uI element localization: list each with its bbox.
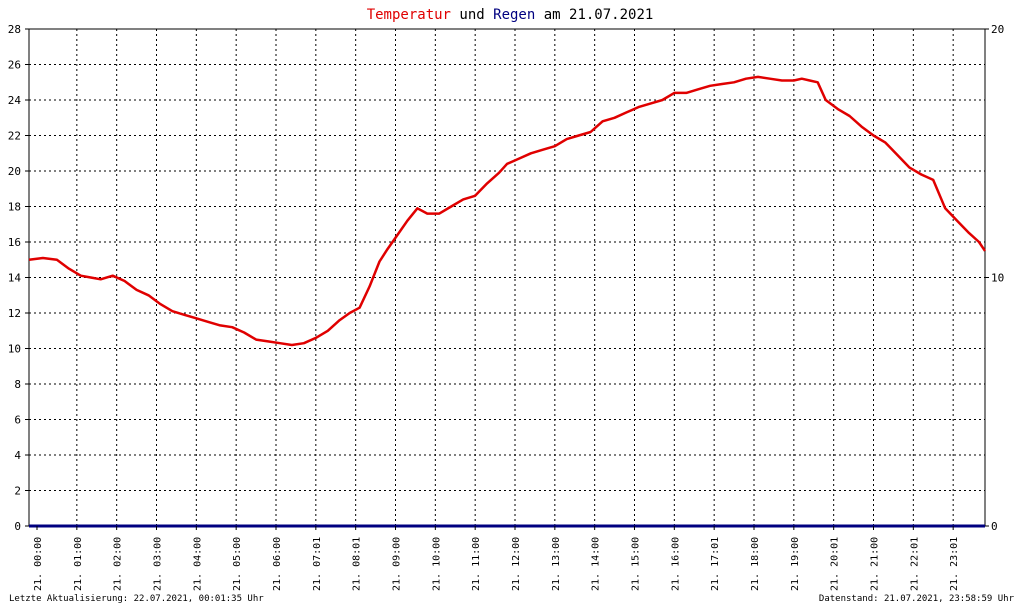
x-tick-label: 21. 16:00 xyxy=(670,537,681,591)
x-tick-label: 21. 19:00 xyxy=(790,537,801,591)
footer-data-status: Datenstand: 21.07.2021, 23:58:59 Uhr xyxy=(819,594,1015,604)
y-axis-right-ticks: 0 10 20 xyxy=(985,23,1004,533)
chart-title: Temperatur und Regen am 21.07.2021 xyxy=(367,7,654,23)
y-left-tick-label: 28 xyxy=(8,23,21,36)
title-temperature: Temperatur xyxy=(367,7,451,23)
footer-last-update: Letzte Aktualisierung: 22.07.2021, 00:01… xyxy=(9,594,264,604)
x-tick-label: 21. 06:00 xyxy=(272,537,283,591)
x-tick-label: 21. 02:00 xyxy=(113,537,124,591)
y-left-tick-label: 2 xyxy=(14,485,21,498)
x-tick-label: 21. 03:00 xyxy=(153,537,164,591)
y-left-tick-label: 24 xyxy=(8,94,22,107)
y-left-tick-label: 20 xyxy=(8,165,21,178)
title-rain: Regen xyxy=(493,7,535,23)
y-right-tick-label: 20 xyxy=(991,23,1004,36)
x-tick-label: 21. 04:00 xyxy=(192,537,203,591)
x-tick-label: 21. 13:00 xyxy=(551,537,562,591)
x-tick-label: 21. 00:00 xyxy=(33,537,44,591)
title-connector: und xyxy=(451,7,493,23)
y-left-tick-label: 0 xyxy=(14,520,21,533)
y-left-tick-label: 26 xyxy=(8,59,21,72)
title-date: am 21.07.2021 xyxy=(535,7,653,23)
x-tick-label: 21. 18:00 xyxy=(750,537,761,591)
x-tick-label: 21. 12:00 xyxy=(511,537,522,591)
x-tick-label: 21. 01:00 xyxy=(73,537,84,591)
data-series xyxy=(28,75,987,528)
x-axis-ticks: 21. 00:00 21. 01:00 21. 02:00 21. 03:00 21. … xyxy=(33,526,960,591)
x-tick-label: 21. 15:00 xyxy=(631,537,642,591)
temperature-series-line xyxy=(28,75,987,347)
x-tick-label: 21. 07:01 xyxy=(312,537,323,591)
x-tick-label: 21. 10:00 xyxy=(431,537,442,591)
y-left-tick-label: 22 xyxy=(8,130,21,143)
x-tick-label: 21. 14:00 xyxy=(591,537,602,591)
x-tick-label: 21. 23:01 xyxy=(949,537,960,591)
y-left-tick-label: 18 xyxy=(8,201,21,214)
y-left-tick-label: 10 xyxy=(8,343,21,356)
y-left-tick-label: 12 xyxy=(8,307,21,320)
y-right-tick-label: 0 xyxy=(991,520,998,533)
x-tick-label: 21. 20:01 xyxy=(830,537,841,591)
y-left-tick-label: 16 xyxy=(8,236,21,249)
x-tick-label: 21. 11:00 xyxy=(471,537,482,591)
y-left-tick-label: 6 xyxy=(14,414,21,427)
y-right-tick-label: 10 xyxy=(991,272,1004,285)
y-left-tick-label: 8 xyxy=(14,378,21,391)
x-tick-label: 21. 21:00 xyxy=(870,537,881,591)
y-left-tick-label: 14 xyxy=(8,272,22,285)
x-tick-label: 21. 08:01 xyxy=(352,537,363,591)
y-left-tick-label: 4 xyxy=(14,449,21,462)
x-tick-label: 21. 05:00 xyxy=(232,537,243,591)
x-tick-label: 21. 09:00 xyxy=(392,537,403,591)
x-tick-label: 21. 17:01 xyxy=(710,537,721,591)
x-tick-label: 21. 22:01 xyxy=(909,537,920,591)
